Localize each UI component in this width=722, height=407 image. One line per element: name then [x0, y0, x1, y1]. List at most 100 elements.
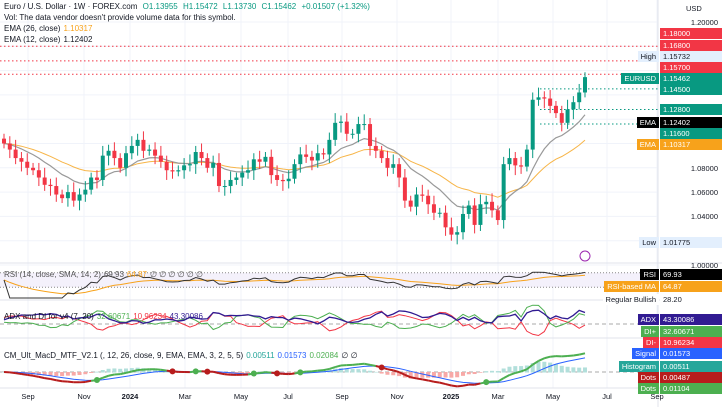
ema26-legend[interactable]: EMA (26, close) 1.10317	[4, 23, 95, 34]
candle-body	[379, 150, 384, 159]
macd-line-segment	[410, 376, 417, 380]
price-value-tag: 1.10317	[660, 138, 722, 150]
macd-line-segment	[439, 381, 446, 386]
indicator-label-tag: RSI	[640, 268, 659, 280]
candle-body	[356, 124, 361, 134]
indicator-value-tag: 0.01573	[660, 347, 722, 359]
macd-histogram-bar	[65, 372, 70, 376]
macd-line-segment	[160, 368, 167, 372]
macd-line-segment	[125, 370, 133, 374]
macd-line-segment	[387, 368, 394, 372]
candle-body	[397, 164, 402, 178]
candle-body	[362, 124, 367, 126]
candle-body	[559, 113, 564, 123]
candle-body	[304, 154, 309, 157]
macd-histogram-bar	[42, 372, 47, 376]
candle-body	[548, 98, 553, 106]
macd-histogram-bar	[530, 363, 535, 373]
candle-body	[153, 149, 158, 156]
currency-label[interactable]: USD	[686, 4, 702, 13]
macd-line-segment	[578, 352, 586, 356]
ema12-legend[interactable]: EMA (12, close) 1.12402	[4, 34, 95, 45]
macd-histogram-bar	[164, 371, 169, 373]
candle-body	[530, 99, 535, 150]
macd-histogram-bar	[519, 366, 524, 373]
ema26-value: 1.10317	[63, 24, 93, 33]
macd-line-segment	[67, 380, 74, 384]
macd-histogram-bar	[437, 372, 442, 378]
indicator-value-tag: 28.20	[660, 293, 722, 305]
candle-body	[13, 149, 18, 159]
price-label-tag: High	[637, 50, 659, 62]
indicator-label-tag: Dots	[637, 382, 659, 394]
macd-value: 0.02084	[309, 351, 339, 360]
price-value-tag: 1.11600	[660, 127, 722, 139]
macd-histogram-bar	[368, 370, 373, 373]
di-plus-value: 32.60671	[96, 312, 131, 321]
macd-histogram-bar	[106, 368, 111, 373]
candle-body	[164, 161, 169, 171]
macd-histogram-bar	[379, 372, 384, 374]
adx-value: 43.30086	[169, 312, 203, 321]
macd-histogram-bar	[350, 369, 355, 373]
candle-body	[495, 210, 500, 221]
candle-body	[472, 205, 477, 225]
time-tick: Jul	[602, 392, 612, 401]
candle-body	[246, 170, 251, 173]
candle-body	[135, 139, 140, 146]
price-label-tag: Low	[639, 236, 659, 248]
macd-line-segment	[27, 373, 34, 377]
macd-histogram-bar	[490, 370, 495, 373]
macd-line-segment	[503, 374, 510, 380]
candle-body	[426, 195, 431, 205]
candle-body	[466, 205, 471, 214]
candle-body	[408, 200, 413, 207]
macd-histogram-bar	[484, 371, 489, 373]
macd-line-segment	[538, 357, 545, 362]
price-label-tag: EURUSD	[621, 72, 659, 84]
macd-line-segment	[329, 366, 336, 370]
candle-body	[275, 175, 280, 180]
macd-line-segment	[32, 374, 40, 378]
adx-legend[interactable]: ADX and DI for v4 (7, 20) 32.60671 10.9623…	[4, 311, 206, 322]
price-value-tag: 1.15462	[660, 72, 722, 84]
indicator-value-tag: 43.30086	[660, 313, 722, 325]
candle-body	[315, 153, 320, 161]
macd-line-segment	[526, 363, 534, 371]
time-tick: Mar	[491, 392, 505, 401]
macd-line-segment	[218, 372, 225, 376]
candle-body	[106, 150, 111, 156]
rsi-line	[3, 271, 586, 299]
macd-histogram-bar	[100, 370, 105, 373]
macd-line-segment	[392, 369, 400, 374]
candle-body	[19, 158, 24, 162]
macd-line-segment	[364, 362, 371, 366]
rsi-ma-line	[3, 274, 586, 295]
candle-body	[478, 204, 483, 225]
price-value-tag: 1.12402	[660, 116, 722, 128]
ema12-value: 1.12402	[63, 35, 93, 44]
macd-line-segment	[416, 377, 423, 381]
price-label-tag: EMA	[636, 138, 659, 150]
candle-body	[420, 194, 425, 196]
candle-body	[211, 162, 216, 168]
macd-histogram-bar	[112, 368, 117, 373]
macd-line-segment	[172, 370, 179, 373]
rsi-ma-value: 64.87	[126, 270, 147, 279]
macd-line-segment	[311, 369, 318, 373]
macd-line-segment	[21, 372, 28, 376]
time-tick: Mar	[178, 392, 192, 401]
time-tick: Sep	[21, 392, 35, 401]
macd-histogram-bar	[548, 362, 553, 373]
macd-line-segment	[474, 382, 481, 386]
symbol-title[interactable]: Euro / U.S. Dollar · 1W · FOREX.com	[4, 2, 138, 11]
candle-body	[147, 149, 152, 151]
candle-body	[240, 172, 245, 178]
macd-line-segment	[300, 370, 307, 374]
rsi-legend[interactable]: RSI (14, close, SMA, 14, 2) 69.93 64.87 ∅ ∅…	[4, 269, 206, 280]
macd-line-segment	[259, 371, 266, 374]
macd-line-segment	[50, 378, 57, 382]
candle-body	[36, 170, 41, 178]
macd-legend[interactable]: CM_Ult_MacD_MTF_V2.1 (, 12, 26, close, 9…	[4, 350, 361, 361]
